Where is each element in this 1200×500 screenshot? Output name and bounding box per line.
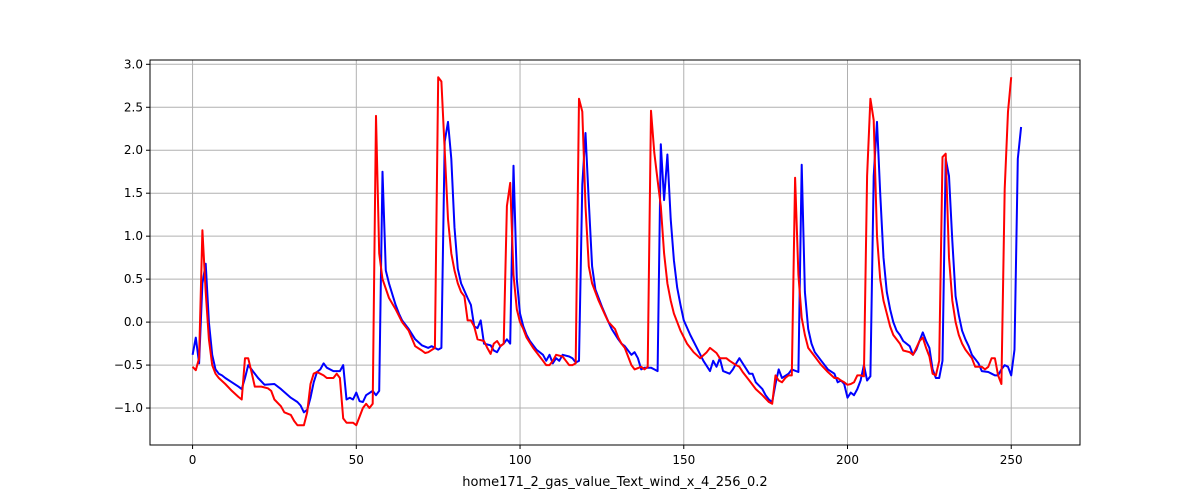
x-axis-ticks: 0 50 100 150 200 250 [189, 445, 1023, 467]
y-tick-label: 3.0 [124, 57, 143, 71]
x-tick-label: 250 [1000, 453, 1023, 467]
y-tick-label: 1.0 [124, 229, 143, 243]
grid-lines [150, 60, 1080, 445]
x-tick-label: 200 [836, 453, 859, 467]
y-tick-label: −1.0 [114, 401, 143, 415]
y-axis-ticks: −1.0 −0.5 0.0 0.5 1.0 1.5 2.0 2.5 3.0 [114, 57, 150, 415]
x-tick-label: 100 [509, 453, 532, 467]
x-tick-label: 50 [349, 453, 364, 467]
y-tick-label: 2.0 [124, 143, 143, 157]
y-tick-label: 2.5 [124, 100, 143, 114]
x-axis-label: home171_2_gas_value_Text_wind_x_4_256_0.… [462, 475, 767, 490]
x-tick-label: 0 [189, 453, 197, 467]
plot-frame [149, 59, 1081, 446]
series-layer [191, 76, 1023, 427]
series-line-2 [191, 76, 1013, 427]
series-line-1 [191, 120, 1023, 414]
y-tick-label: 0.0 [124, 315, 143, 329]
y-tick-label: 0.5 [124, 272, 143, 286]
x-tick-label: 150 [672, 453, 695, 467]
y-tick-label: 1.5 [124, 186, 143, 200]
y-tick-label: −0.5 [114, 358, 143, 372]
